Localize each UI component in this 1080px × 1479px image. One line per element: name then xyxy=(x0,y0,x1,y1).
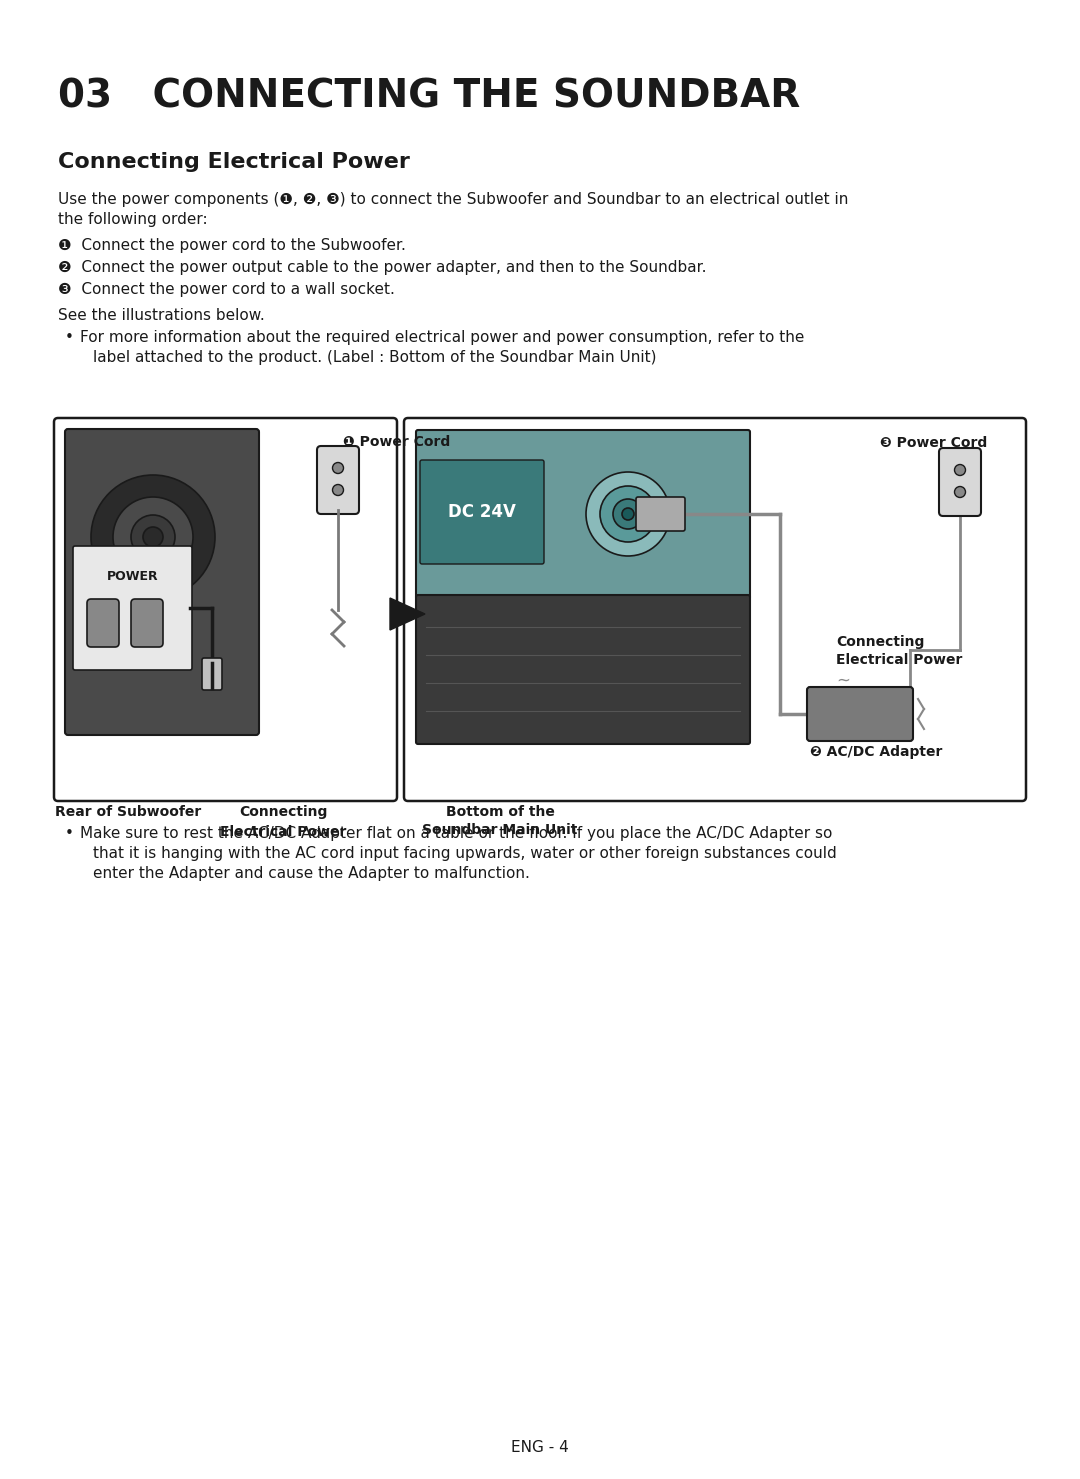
FancyBboxPatch shape xyxy=(131,599,163,646)
Circle shape xyxy=(955,487,966,497)
Polygon shape xyxy=(390,598,426,630)
Text: DC 24V: DC 24V xyxy=(448,503,516,521)
Circle shape xyxy=(143,527,163,547)
Text: enter the Adapter and cause the Adapter to malfunction.: enter the Adapter and cause the Adapter … xyxy=(93,867,530,881)
Text: Electrical Power: Electrical Power xyxy=(836,654,962,667)
Text: For more information about the required electrical power and power consumption, : For more information about the required … xyxy=(80,330,805,345)
Text: •: • xyxy=(65,330,73,345)
FancyBboxPatch shape xyxy=(318,447,359,515)
Text: ❶  Connect the power cord to the Subwoofer.: ❶ Connect the power cord to the Subwoofe… xyxy=(58,238,406,253)
Text: Connecting: Connecting xyxy=(836,634,924,649)
Text: Soundbar Main Unit: Soundbar Main Unit xyxy=(422,822,578,837)
FancyBboxPatch shape xyxy=(54,419,397,802)
Text: 03   CONNECTING THE SOUNDBAR: 03 CONNECTING THE SOUNDBAR xyxy=(58,78,800,115)
FancyBboxPatch shape xyxy=(416,430,750,599)
Text: ❷ AC/DC Adapter: ❷ AC/DC Adapter xyxy=(810,745,943,759)
Circle shape xyxy=(113,497,193,577)
Text: ENG - 4: ENG - 4 xyxy=(511,1441,569,1455)
Text: that it is hanging with the AC cord input facing upwards, water or other foreign: that it is hanging with the AC cord inpu… xyxy=(93,846,837,861)
Text: ❷  Connect the power output cable to the power adapter, and then to the Soundbar: ❷ Connect the power output cable to the … xyxy=(58,260,706,275)
Circle shape xyxy=(613,498,643,529)
Text: Bottom of the: Bottom of the xyxy=(446,805,554,819)
Text: the following order:: the following order: xyxy=(58,211,207,226)
Circle shape xyxy=(955,464,966,476)
Circle shape xyxy=(333,485,343,495)
FancyBboxPatch shape xyxy=(73,546,192,670)
Circle shape xyxy=(600,487,656,541)
Circle shape xyxy=(91,475,215,599)
Text: ❶ Power Cord: ❶ Power Cord xyxy=(343,435,450,450)
FancyBboxPatch shape xyxy=(939,448,981,516)
Text: label attached to the product. (Label : Bottom of the Soundbar Main Unit): label attached to the product. (Label : … xyxy=(93,351,657,365)
Text: Make sure to rest the AC/DC Adapter flat on a table or the floor. If you place t: Make sure to rest the AC/DC Adapter flat… xyxy=(80,825,833,842)
Text: ~: ~ xyxy=(836,671,850,691)
Text: See the illustrations below.: See the illustrations below. xyxy=(58,308,265,322)
Text: Use the power components (❶, ❷, ❸) to connect the Subwoofer and Soundbar to an e: Use the power components (❶, ❷, ❸) to co… xyxy=(58,192,849,207)
Text: POWER: POWER xyxy=(107,569,159,583)
FancyBboxPatch shape xyxy=(404,419,1026,802)
FancyBboxPatch shape xyxy=(807,688,913,741)
Circle shape xyxy=(622,507,634,521)
Text: •: • xyxy=(65,825,73,842)
FancyBboxPatch shape xyxy=(636,497,685,531)
Text: ❸  Connect the power cord to a wall socket.: ❸ Connect the power cord to a wall socke… xyxy=(58,282,395,297)
Circle shape xyxy=(131,515,175,559)
FancyBboxPatch shape xyxy=(202,658,222,691)
Circle shape xyxy=(333,463,343,473)
FancyBboxPatch shape xyxy=(87,599,119,646)
Text: Connecting
Electrical Power: Connecting Electrical Power xyxy=(220,805,347,839)
Text: ❸ Power Cord: ❸ Power Cord xyxy=(880,436,987,450)
Text: Connecting Electrical Power: Connecting Electrical Power xyxy=(58,152,410,172)
Circle shape xyxy=(586,472,670,556)
Text: Rear of Subwoofer: Rear of Subwoofer xyxy=(55,805,201,819)
FancyBboxPatch shape xyxy=(65,429,259,735)
FancyBboxPatch shape xyxy=(416,595,750,744)
FancyBboxPatch shape xyxy=(420,460,544,563)
